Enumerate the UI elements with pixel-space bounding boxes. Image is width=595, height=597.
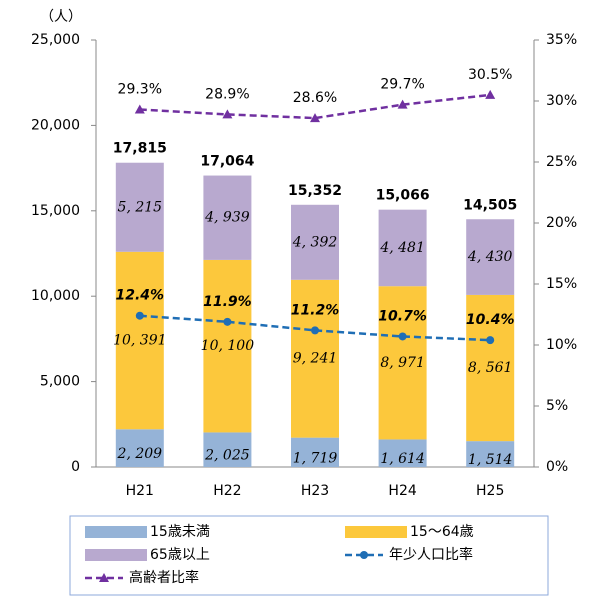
- bar-segment: [203, 432, 252, 467]
- value-label: 2, 209: [117, 446, 163, 462]
- total-label: 14,505: [463, 197, 517, 213]
- total-label: 17,815: [113, 141, 167, 157]
- bar-segment: [378, 209, 427, 287]
- line: [139, 93, 491, 120]
- y2-tick-label: 30%: [546, 93, 577, 109]
- value-label: 9, 241: [293, 351, 338, 367]
- legend-label: 15歳未満: [150, 524, 210, 540]
- value-label: 4, 392: [292, 234, 338, 250]
- y-unit-label: （人）: [40, 9, 82, 25]
- value-label: 1, 614: [380, 451, 425, 467]
- value-label: 4, 481: [379, 240, 425, 256]
- legend-label: 高齢者比率: [129, 569, 199, 586]
- y2-tick-label: 25%: [546, 154, 577, 170]
- y-tick-label: 20,000: [31, 117, 80, 133]
- line-label: 29.7%: [380, 77, 424, 93]
- legend-swatch: [85, 549, 147, 561]
- total-label: 15,352: [288, 183, 342, 199]
- legend-label: 15〜64歳: [410, 524, 474, 540]
- y2-tick-label: 0%: [546, 459, 568, 475]
- bar-segment: [291, 204, 339, 280]
- bar-segment: [115, 162, 164, 252]
- line-label: 12.4%: [116, 288, 165, 304]
- x-tick-label: H22: [213, 483, 241, 499]
- x-tick-label: H25: [476, 483, 504, 499]
- y2-tick-label: 5%: [546, 398, 568, 414]
- line-label: 30.5%: [468, 67, 512, 83]
- bar-segment: [466, 441, 515, 467]
- y2-tick-label: 10%: [546, 337, 577, 353]
- value-label: 4, 939: [204, 210, 250, 226]
- bar-segment: [291, 279, 339, 438]
- y2-tick-label: 20%: [546, 215, 577, 231]
- y-tick-label: 10,000: [31, 288, 80, 304]
- bar-segment: [291, 437, 339, 467]
- value-label: 10, 100: [201, 338, 255, 354]
- marker: [485, 89, 496, 99]
- total-label: 15,066: [376, 188, 430, 204]
- y-tick-label: 15,000: [31, 203, 80, 219]
- y2-tick-label: 35%: [546, 32, 577, 48]
- x-tick-label: H21: [126, 483, 154, 499]
- marker: [311, 326, 319, 335]
- total-label: 17,064: [200, 154, 254, 170]
- line-label: 11.2%: [291, 302, 340, 318]
- marker: [397, 99, 408, 109]
- line-label: 10.4%: [466, 312, 515, 328]
- y-tick-label: 5,000: [40, 374, 80, 390]
- line-label: 10.7%: [378, 308, 427, 324]
- bar-segment: [115, 251, 164, 430]
- bar-segment: [203, 175, 252, 260]
- legend-swatch: [85, 526, 147, 538]
- y-tick-label: 0: [71, 459, 80, 475]
- legend-box: [69, 515, 549, 596]
- marker: [398, 332, 407, 341]
- legend-marker: [360, 551, 368, 559]
- marker: [223, 317, 232, 326]
- marker: [135, 311, 144, 320]
- legend-label: 年少人口比率: [389, 546, 473, 563]
- marker: [134, 104, 145, 114]
- legend-label: 65歳以上: [150, 547, 210, 563]
- bar-segment: [466, 219, 515, 295]
- value-label: 1, 719: [293, 450, 338, 466]
- line-label: 28.6%: [293, 90, 337, 106]
- bar-segment: [378, 439, 427, 467]
- marker: [486, 336, 495, 345]
- value-label: 4, 430: [467, 249, 513, 265]
- value-label: 2, 025: [204, 448, 250, 464]
- bar-segment: [203, 259, 252, 433]
- value-label: 10, 391: [113, 333, 166, 349]
- x-tick-label: H23: [301, 483, 329, 499]
- y2-tick-label: 15%: [546, 276, 577, 292]
- marker: [222, 109, 233, 119]
- value-label: 1, 514: [468, 452, 513, 468]
- value-label: 8, 561: [468, 360, 513, 376]
- y-tick-label: 25,000: [31, 32, 80, 48]
- marker: [310, 113, 320, 123]
- x-tick-label: H24: [388, 483, 416, 499]
- value-label: 5, 215: [118, 199, 163, 215]
- line-label: 11.9%: [203, 294, 252, 310]
- line: [139, 314, 491, 342]
- legend-swatch: [345, 526, 407, 538]
- bar-segment: [378, 286, 427, 440]
- legend-marker: [99, 573, 109, 582]
- bar-segment: [466, 294, 515, 442]
- value-label: 8, 971: [380, 355, 425, 371]
- bar-segment: [115, 429, 164, 467]
- line-label: 29.3%: [118, 82, 162, 98]
- line-label: 28.9%: [205, 86, 249, 102]
